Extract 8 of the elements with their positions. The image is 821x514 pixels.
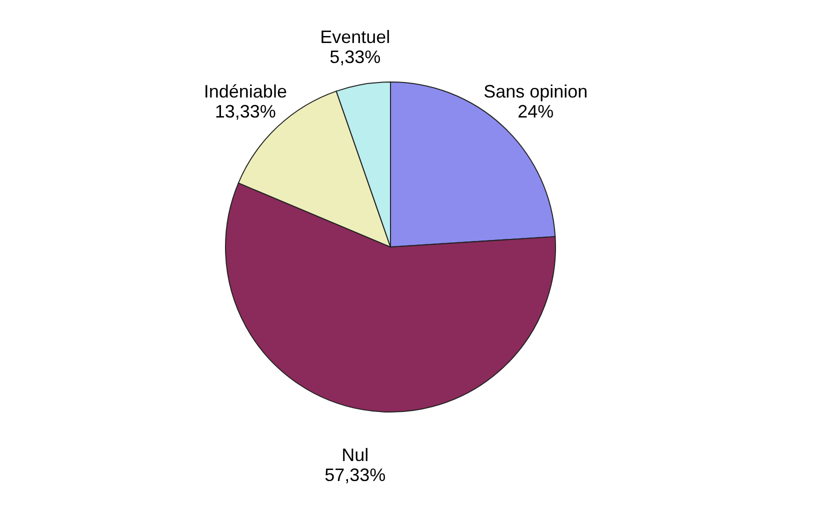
data-label: 57,33% (324, 465, 386, 486)
slice-label: Indéniable (204, 81, 287, 102)
data-label: 5,33% (330, 46, 381, 67)
slice-label: Nul (342, 445, 369, 466)
data-label: 13,33% (214, 101, 276, 122)
data-label: 24% (518, 101, 554, 122)
slice-label: Eventuel (320, 26, 390, 47)
slice-label: Sans opinion (484, 81, 588, 102)
